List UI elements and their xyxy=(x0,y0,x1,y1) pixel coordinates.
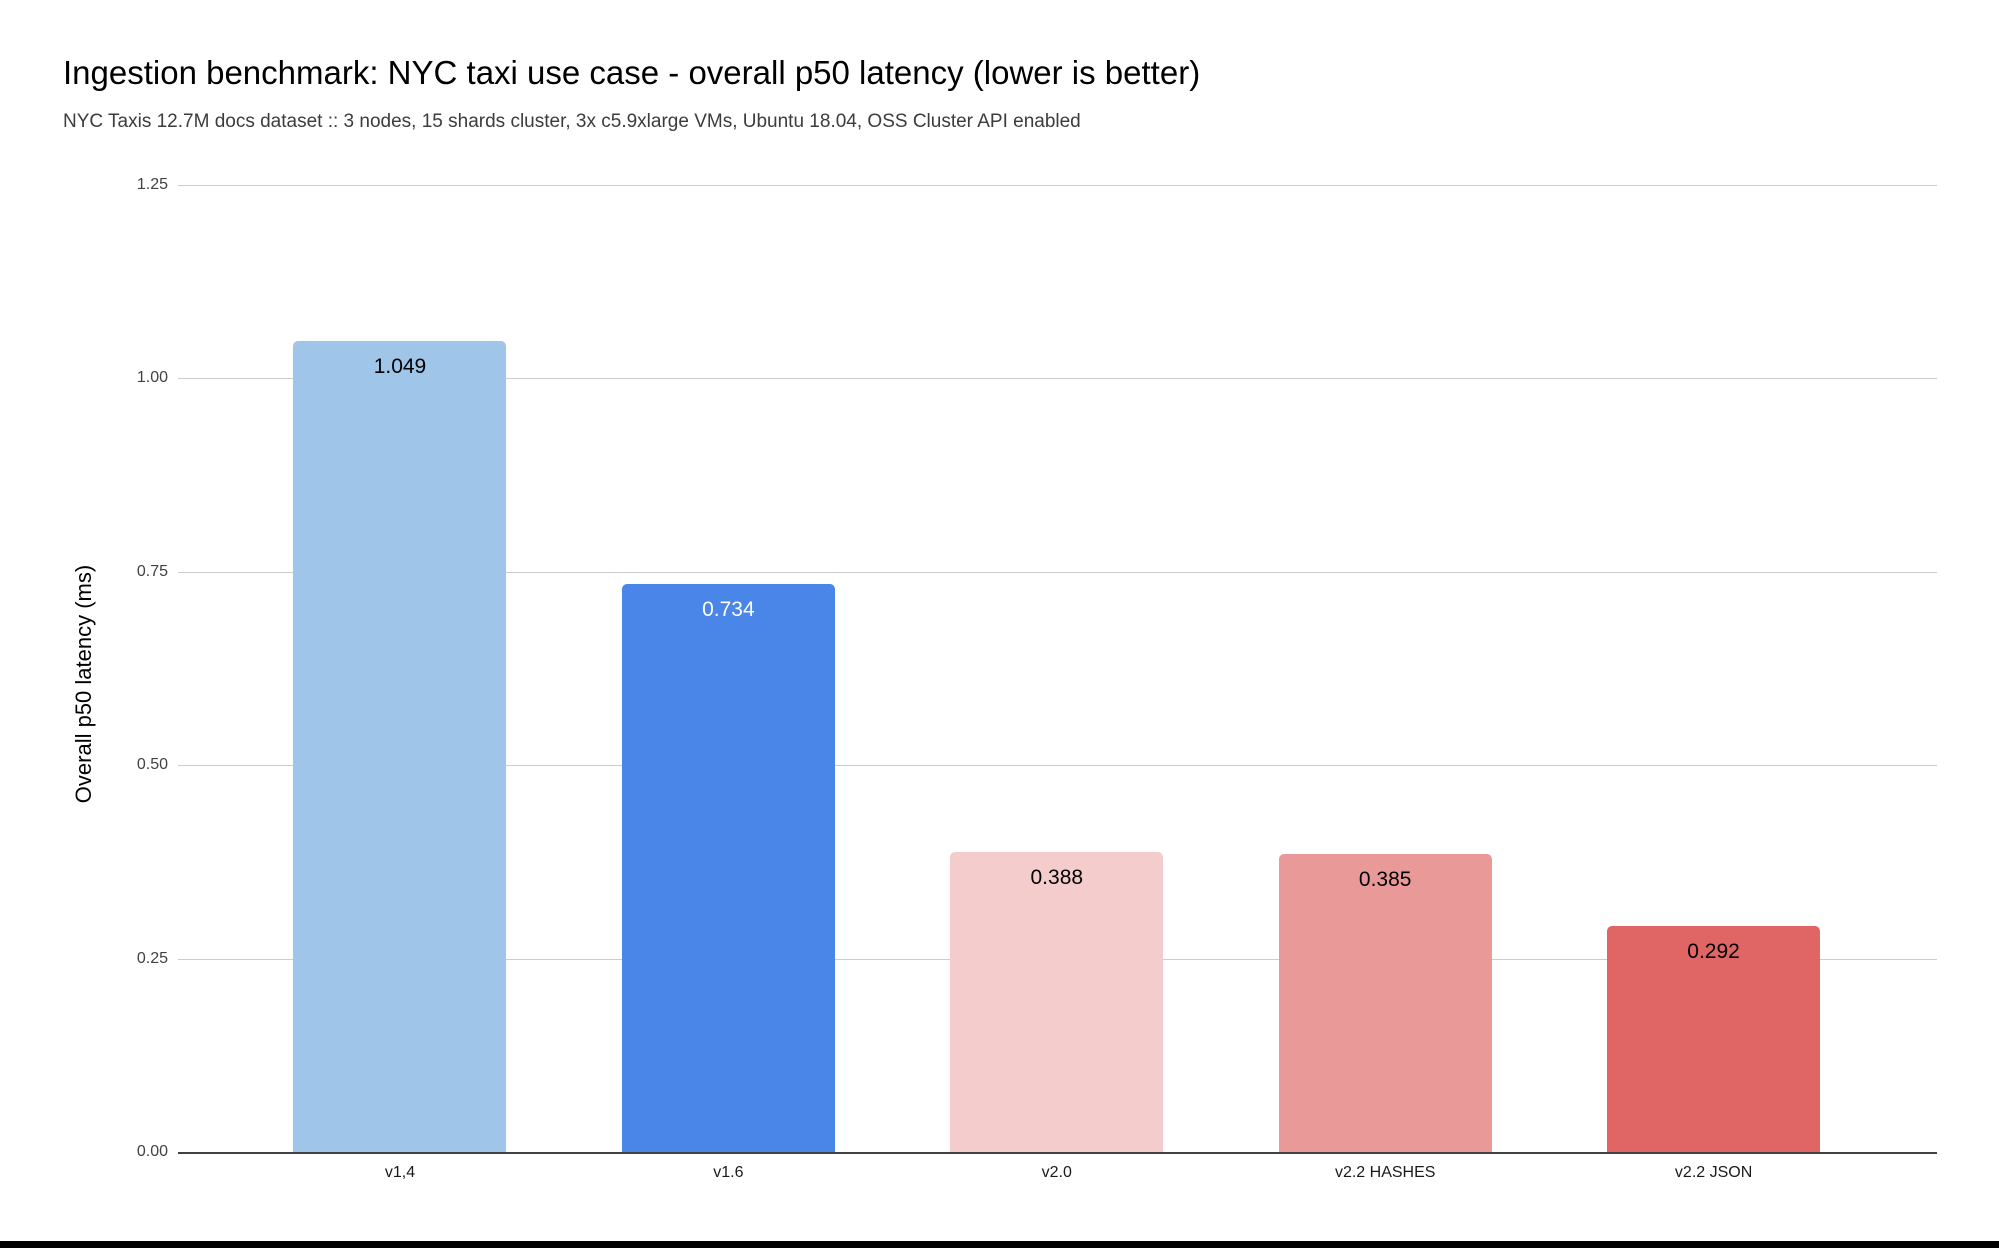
x-category-label-v2.2-json: v2.2 JSON xyxy=(1674,1164,1753,1181)
bar-value-label: 0.388 xyxy=(1030,865,1084,889)
y-tick-label-1.00: 1.00 xyxy=(136,369,168,387)
bar-value-label: 0.292 xyxy=(1687,940,1740,964)
bar-v2.2-json: 0.292 xyxy=(1607,926,1821,1152)
y-tick-label-1.25: 1.25 xyxy=(136,176,168,193)
x-category-label-v2.2-hashes: v2.2 HASHES xyxy=(1334,1164,1436,1181)
x-category-label-v1.6: v1.6 xyxy=(713,1164,744,1181)
gridline-1.00 xyxy=(178,378,1937,380)
y-tick-label-0.00: 0.00 xyxy=(136,1143,168,1160)
bar-value-label: 1.049 xyxy=(373,354,427,378)
x-category-label-v1-4: v1,4 xyxy=(384,1164,416,1181)
x-category-label-v2.0: v2.0 xyxy=(1041,1164,1072,1181)
bar-v2.2-hashes: 0.385 xyxy=(1278,854,1492,1152)
y-tick-label-0.75: 0.75 xyxy=(136,562,168,580)
chart-subtitle: NYC Taxis 12.7M docs dataset :: 3 nodes,… xyxy=(63,111,1081,132)
gridline-0.75 xyxy=(178,571,1937,573)
y-axis-title: Overall p50 latency (ms) xyxy=(71,564,96,804)
plot-area: 1.25 1.00 0.75 0.50 0.25 0.00 1.049 v1,4 0.734 v1… xyxy=(137,177,1937,1181)
chart-title: Ingestion benchmark: NYC taxi use case -… xyxy=(63,54,1201,91)
y-tick-label-0.50: 0.50 xyxy=(136,756,168,774)
bar-v1.6: 0.734 xyxy=(621,584,835,1152)
bar-v1-4: 1.049 xyxy=(293,340,507,1152)
bar-value-label: 0.385 xyxy=(1358,868,1412,892)
bar-v2.0: 0.388 xyxy=(950,851,1164,1152)
bottom-border-bar xyxy=(0,1241,1999,1248)
gridline-1.25 xyxy=(178,185,1937,186)
bar-value-label: 0.734 xyxy=(702,598,755,622)
y-tick-label-0.25: 0.25 xyxy=(136,949,168,967)
gridline-0.50 xyxy=(178,765,1937,767)
